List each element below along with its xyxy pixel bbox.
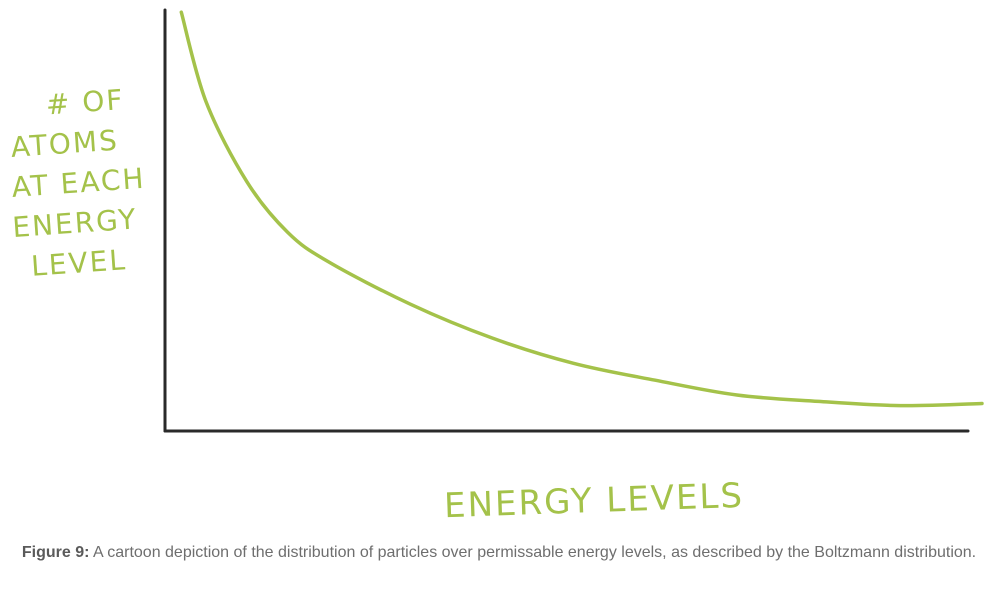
x-axis-label: ENERGY LEVELS: [443, 476, 744, 526]
chart: # OFATOMSAT EACHENERGYLEVEL ENERGY LEVEL…: [3, 8, 984, 526]
caption-label: Figure 9:: [21, 544, 90, 561]
caption-text: A cartoon depiction of the distribution …: [89, 544, 977, 561]
chart-axes: [163, 8, 970, 433]
y-axis-label-line: ENERGY: [11, 202, 138, 244]
y-axis-label-line: AT EACH: [11, 162, 147, 204]
y-axis-label-line: ATOMS: [10, 124, 120, 164]
y-axis-label: # OFATOMSAT EACHENERGYLEVEL: [3, 82, 152, 284]
series-line: [179, 10, 984, 408]
y-axis-label-line: LEVEL: [30, 243, 128, 283]
y-axis-label-line: # OF: [45, 83, 126, 121]
figure-caption: Figure 9: A cartoon depiction of the dis…: [20, 541, 978, 565]
